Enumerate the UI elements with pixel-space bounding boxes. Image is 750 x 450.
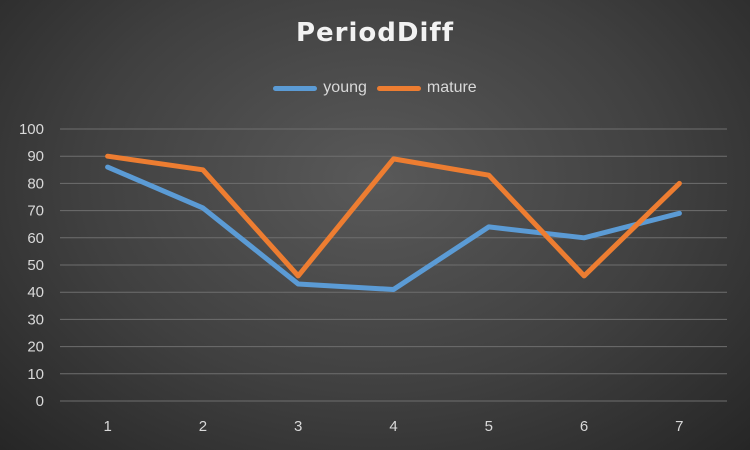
- y-tick-label-40: 40: [27, 284, 44, 301]
- y-tick-label-0: 0: [36, 393, 44, 410]
- legend-swatch-young: [273, 85, 318, 91]
- legend-item-mature: mature: [376, 79, 477, 97]
- y-tick-label-30: 30: [27, 311, 44, 328]
- x-tick-label-6: 6: [580, 418, 588, 435]
- y-tick-label-90: 90: [27, 148, 44, 165]
- legend-label-mature: mature: [426, 79, 477, 96]
- y-tick-label-60: 60: [27, 230, 44, 247]
- y-tick-label-80: 80: [27, 175, 44, 192]
- y-tick-label-100: 100: [19, 121, 44, 138]
- chart-title: PeriodDiff: [295, 18, 454, 48]
- legend-label-young: young: [323, 79, 367, 96]
- x-tick-label-3: 3: [294, 418, 302, 435]
- x-tick-label-5: 5: [485, 418, 493, 435]
- x-tick-label-2: 2: [199, 418, 207, 435]
- series-line-young: [105, 164, 682, 292]
- x-tick-label-4: 4: [389, 418, 397, 435]
- y-tick-label-10: 10: [27, 366, 44, 383]
- x-tick-label-1: 1: [103, 418, 111, 435]
- legend-item-young: young: [273, 79, 367, 97]
- y-tick-label-50: 50: [27, 257, 44, 274]
- y-tick-label-70: 70: [27, 203, 44, 220]
- x-tick-label-7: 7: [675, 418, 683, 435]
- legend-swatch-mature: [376, 85, 421, 91]
- legend: young mature: [0, 79, 750, 97]
- series-line-mature: [105, 153, 682, 279]
- y-tick-label-20: 20: [27, 339, 44, 356]
